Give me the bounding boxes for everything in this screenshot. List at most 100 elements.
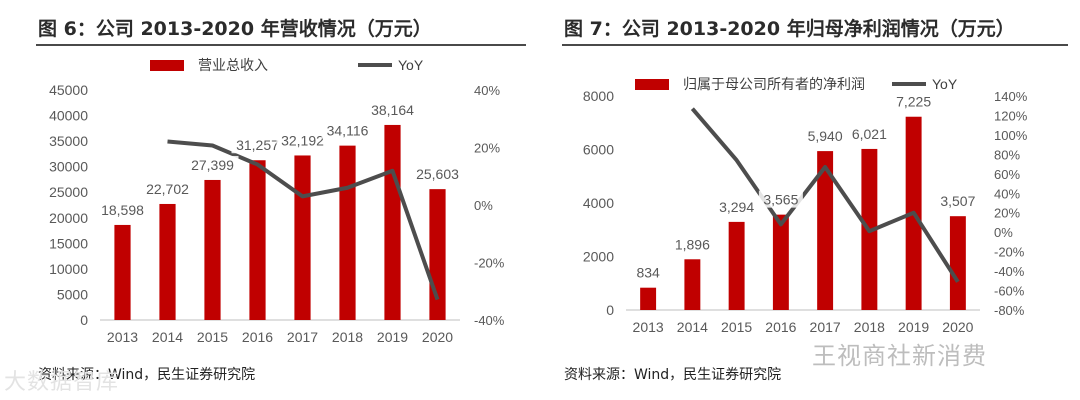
x-tick-label: 2014 bbox=[677, 319, 708, 335]
data-label-bg bbox=[847, 124, 892, 142]
legend-bar-swatch bbox=[635, 79, 669, 90]
bar bbox=[294, 155, 311, 320]
y-left-tick-label: 6000 bbox=[583, 142, 614, 158]
y-right-tick-label: 20% bbox=[994, 206, 1020, 221]
data-label-bg bbox=[891, 92, 936, 110]
x-tick-label: 2014 bbox=[152, 329, 183, 345]
y-left-tick-label: 25000 bbox=[49, 184, 88, 200]
y-right-tick-label: 60% bbox=[994, 167, 1020, 182]
legend-line-label: YoY bbox=[932, 76, 958, 92]
y-right-tick-label: 80% bbox=[994, 147, 1020, 162]
bar bbox=[204, 179, 221, 320]
bar bbox=[817, 151, 834, 310]
bar bbox=[384, 124, 401, 321]
revenue-chart: 0 5000 10000 15000 20000 25000 30000 35000 40000… bbox=[49, 57, 505, 345]
y-left-tick-label: 35000 bbox=[49, 133, 88, 149]
y-left-tick-label: 8000 bbox=[583, 88, 614, 104]
data-label-bg bbox=[670, 235, 715, 253]
y-left-tick-label: 0 bbox=[80, 312, 88, 328]
y-left-tick-label: 45000 bbox=[49, 82, 88, 98]
data-label-bg bbox=[186, 155, 239, 173]
data-label: 22,702 bbox=[146, 181, 189, 197]
bar bbox=[772, 214, 789, 310]
yoy-line bbox=[690, 107, 960, 283]
y-left-tick-label: 2000 bbox=[583, 249, 614, 265]
data-label-bg bbox=[634, 263, 663, 281]
revenue-figure-panel: 图 6：公司 2013-2020 年营收情况（万元） 0 5000 10000 150… bbox=[4, 18, 526, 395]
y-right-tick-label: 0% bbox=[994, 225, 1013, 240]
x-tick-label: 2016 bbox=[765, 319, 796, 335]
source-note: 资料来源：Wind，民生证券研究院 bbox=[38, 367, 256, 383]
y-right-tick-label: -80% bbox=[994, 303, 1025, 318]
y-left-tick-label: 0 bbox=[606, 302, 614, 318]
y-right-tick-label: 40% bbox=[994, 186, 1020, 201]
x-tick-label: 2020 bbox=[942, 319, 973, 335]
figure-title: 图 7：公司 2013-2020 年归母净利润情况（万元） bbox=[564, 18, 1015, 40]
data-label-bg bbox=[231, 136, 284, 154]
figure-title: 图 6：公司 2013-2020 年营收情况（万元） bbox=[38, 18, 432, 40]
title-divider bbox=[36, 44, 526, 46]
watermark-right: 王视商社新消费 bbox=[812, 342, 987, 370]
y-right-tick-label: 0% bbox=[474, 198, 493, 213]
data-label-bg bbox=[141, 179, 194, 197]
y-right-tick-label: 40% bbox=[474, 83, 500, 98]
y-right-tick-label: 20% bbox=[474, 141, 500, 156]
x-tick-label: 2013 bbox=[107, 329, 138, 345]
data-label: 1,896 bbox=[675, 236, 710, 252]
data-label: 31,257 bbox=[236, 137, 279, 153]
y-left-tick-label: 5000 bbox=[57, 286, 88, 302]
net-profit-chart: 0 2000 4000 6000 8000 -80% -60% -40% -20% 0% 20% 40… bbox=[583, 76, 1028, 335]
x-tick-label: 2017 bbox=[287, 329, 318, 345]
data-label: 5,940 bbox=[808, 128, 843, 144]
data-label: 18,598 bbox=[101, 202, 144, 218]
data-label: 32,192 bbox=[281, 132, 324, 148]
data-label-bg bbox=[321, 121, 374, 139]
x-tick-label: 2019 bbox=[377, 329, 408, 345]
watermark-left: 大数据智库 bbox=[4, 370, 120, 395]
y-right-tick-label: -60% bbox=[994, 284, 1025, 299]
data-label-bg bbox=[758, 190, 803, 208]
legend-bar-label: 营业总收入 bbox=[198, 57, 268, 73]
data-label: 834 bbox=[636, 265, 660, 281]
y-right-tick-label: 100% bbox=[994, 128, 1028, 143]
y-left-tick-label: 40000 bbox=[49, 108, 88, 124]
y-left-tick-label: 30000 bbox=[49, 159, 88, 175]
bar bbox=[640, 287, 657, 310]
data-label: 6,021 bbox=[852, 126, 887, 142]
data-label-bg bbox=[714, 197, 759, 215]
data-label-bg bbox=[803, 127, 848, 145]
y-left-tick-label: 4000 bbox=[583, 195, 614, 211]
bar bbox=[728, 221, 745, 310]
x-tick-label: 2019 bbox=[898, 319, 929, 335]
data-label-bg bbox=[366, 100, 419, 118]
data-label: 3,294 bbox=[719, 199, 754, 215]
bar bbox=[339, 145, 356, 320]
x-tick-label: 2017 bbox=[810, 319, 841, 335]
bar bbox=[429, 189, 446, 320]
data-label: 7,225 bbox=[896, 94, 931, 110]
legend-bar-label: 归属于母公司所有者的净利润 bbox=[683, 76, 865, 92]
bar bbox=[159, 203, 176, 320]
net-profit-figure-panel: 图 7：公司 2013-2020 年归母净利润情况（万元） 0 2000 4000 6… bbox=[550, 0, 1080, 400]
y-left-tick-label: 10000 bbox=[49, 261, 88, 277]
data-label: 27,399 bbox=[191, 157, 234, 173]
data-label: 3,507 bbox=[940, 193, 975, 209]
x-tick-label: 2013 bbox=[633, 319, 664, 335]
bar bbox=[249, 160, 266, 320]
data-label: 3,565 bbox=[763, 192, 798, 208]
bar bbox=[949, 216, 966, 310]
y-right-tick-label: -20% bbox=[994, 245, 1025, 260]
y-right-tick-label: -40% bbox=[474, 313, 505, 328]
data-label-bg bbox=[276, 131, 329, 149]
x-tick-label: 2020 bbox=[422, 329, 453, 345]
bar bbox=[114, 224, 131, 320]
x-tick-label: 2016 bbox=[242, 329, 273, 345]
y-left-tick-label: 20000 bbox=[49, 210, 88, 226]
data-label-bg bbox=[411, 165, 464, 183]
source-note: 资料来源：Wind，民生证券研究院 bbox=[564, 367, 782, 383]
data-label-bg bbox=[935, 192, 980, 210]
title-divider bbox=[562, 44, 1068, 46]
y-right-tick-label: -40% bbox=[994, 264, 1025, 279]
y-right-tick-label: 140% bbox=[994, 89, 1028, 104]
data-label: 38,164 bbox=[371, 102, 414, 118]
